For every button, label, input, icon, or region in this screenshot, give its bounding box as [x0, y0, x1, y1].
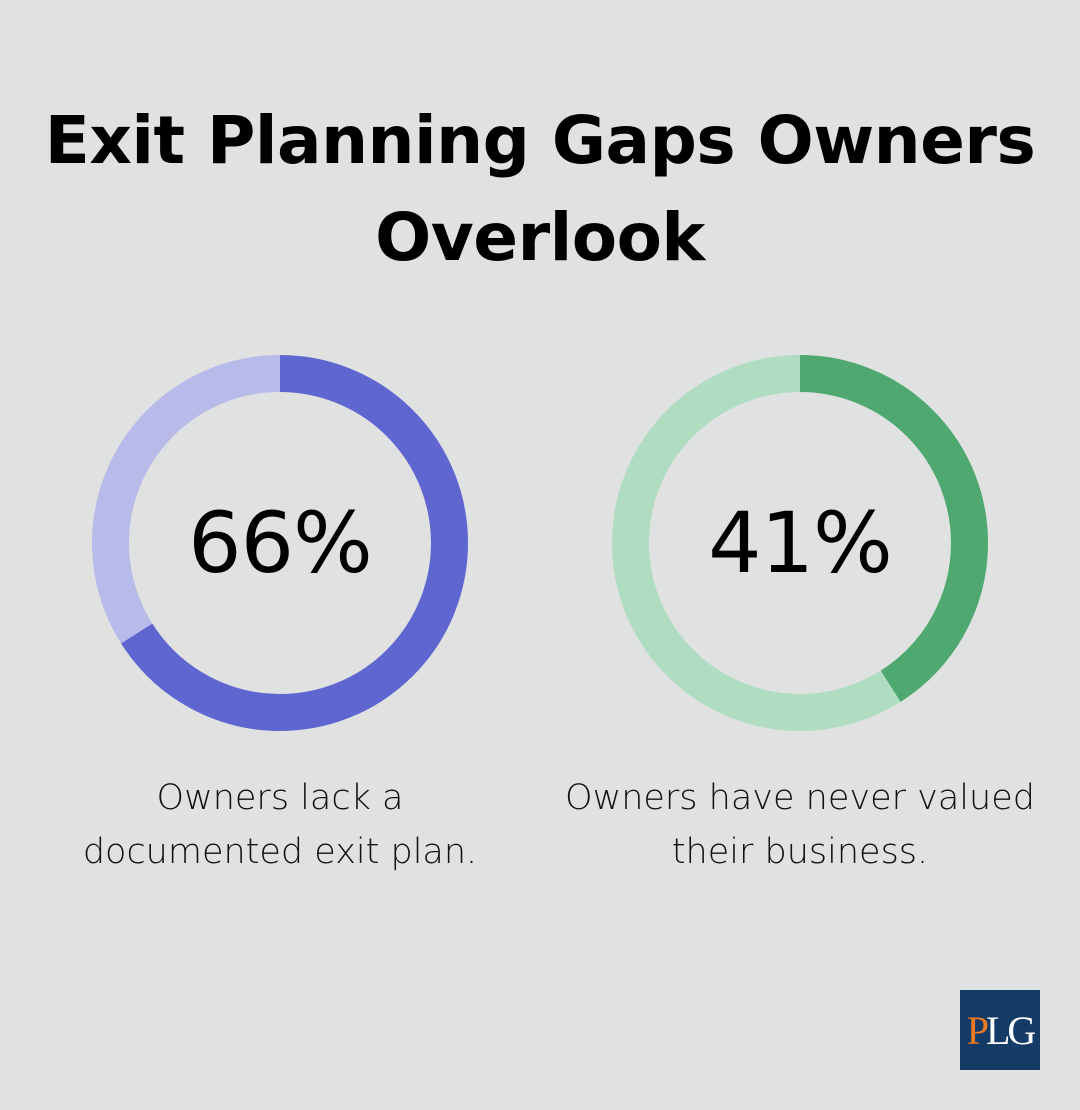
caption-2-line-2: their business. [671, 832, 929, 872]
title-line-1: Exit Planning Gaps Owners [44, 102, 1036, 179]
stat-caption-1: Owners lack a documented exit plan. [20, 771, 540, 879]
title-line-2: Overlook [375, 199, 705, 276]
stat-value-1: 66% [188, 494, 373, 592]
donut-arc-2 [612, 355, 988, 731]
logo-letter-l: L [985, 1007, 1011, 1053]
stat-caption-2: Owners have never valued their business. [540, 771, 1060, 879]
page-title: Exit Planning Gaps Owners Overlook [0, 92, 1080, 286]
logo-letter-g: G [1007, 1007, 1036, 1053]
donut-chart-exit-plan: 66% [90, 353, 470, 733]
donut-ring-1 [92, 355, 468, 731]
plg-logo: P L G [960, 990, 1040, 1070]
caption-1-line-2: documented exit plan. [82, 832, 478, 872]
caption-1-line-1: Owners lack a [156, 778, 404, 818]
caption-2-line-1: Owners have never valued [565, 778, 1035, 818]
donut-ring-2 [612, 355, 988, 731]
donut-chart-business-valuation: 41% [610, 353, 990, 733]
donut-arc-1 [92, 355, 468, 731]
logo-letter-p: P [966, 1007, 989, 1053]
stat-value-2: 41% [708, 494, 893, 592]
